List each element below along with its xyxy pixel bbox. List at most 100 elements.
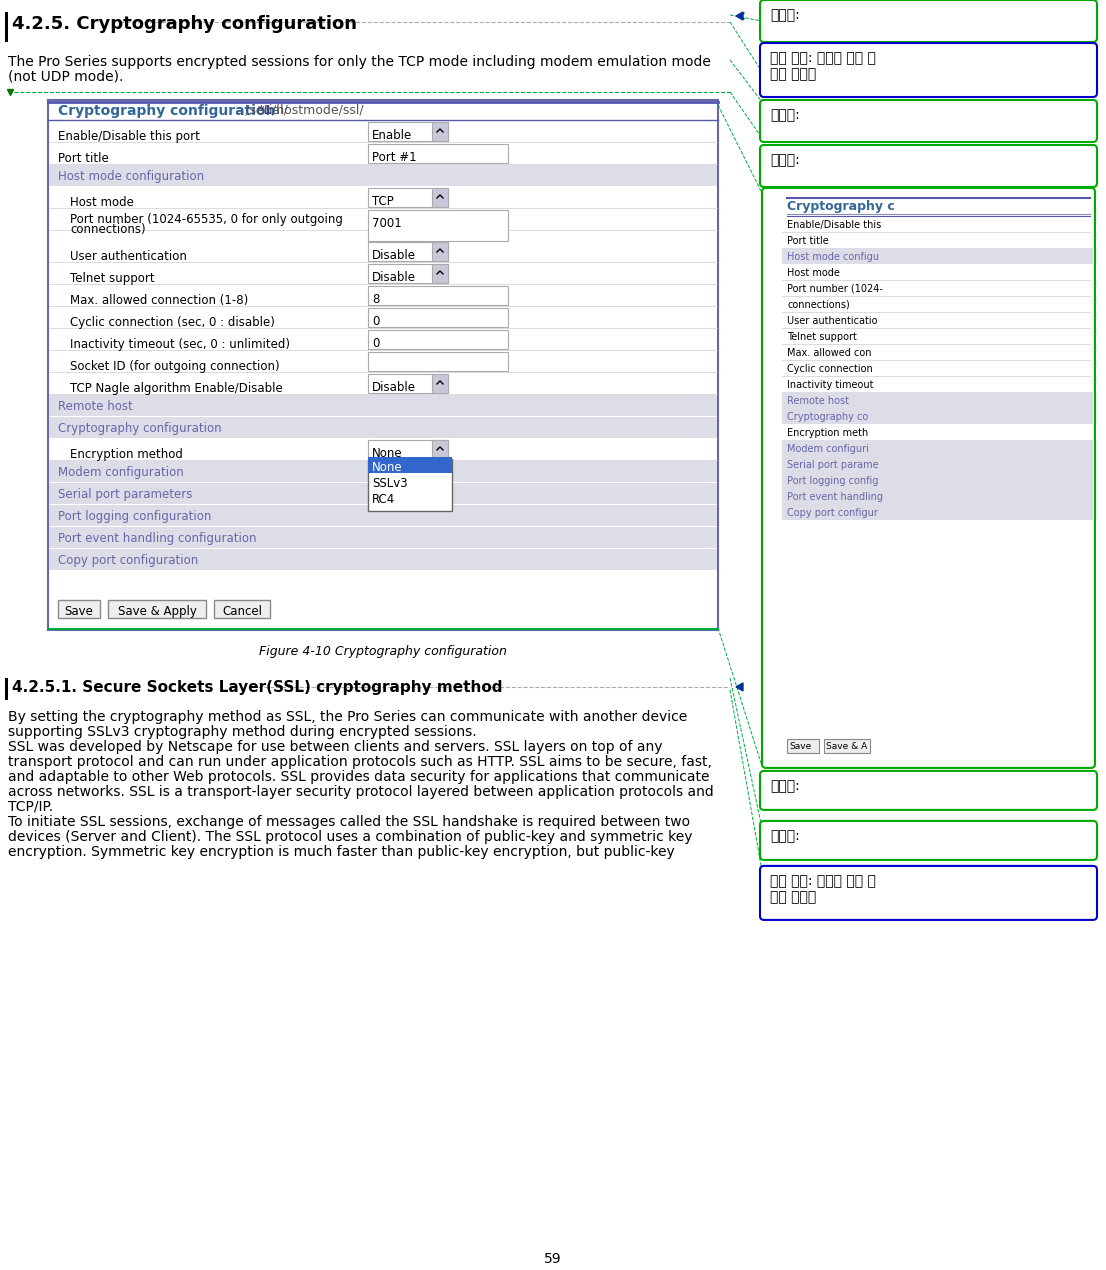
FancyBboxPatch shape xyxy=(760,145,1097,187)
Bar xyxy=(108,599,206,618)
Text: Enable/Disable this: Enable/Disable this xyxy=(787,220,881,230)
Text: Save & Apply: Save & Apply xyxy=(117,605,197,618)
Bar xyxy=(368,243,448,260)
Text: transport protocol and can run under application protocols such as HTTP. SSL aim: transport protocol and can run under app… xyxy=(8,754,712,768)
Text: Disable: Disable xyxy=(372,381,416,394)
Text: 삭제됨:: 삭제됨: xyxy=(770,108,800,122)
Text: Port event handling configuration: Port event handling configuration xyxy=(58,532,257,545)
Text: Save: Save xyxy=(64,605,93,618)
Bar xyxy=(49,483,717,504)
Text: Remote host: Remote host xyxy=(787,396,849,406)
Text: The Pro Series supports encrypted sessions for only the TCP mode including modem: The Pro Series supports encrypted sessio… xyxy=(8,55,711,69)
Bar xyxy=(49,461,717,481)
Text: supporting SSLv3 cryptography method during encrypted sessions.: supporting SSLv3 cryptography method dur… xyxy=(8,725,477,739)
Text: Remote host: Remote host xyxy=(58,400,133,413)
Bar xyxy=(782,472,1093,488)
Text: Cryptography configuration: Cryptography configuration xyxy=(58,104,275,118)
FancyBboxPatch shape xyxy=(760,866,1097,919)
FancyBboxPatch shape xyxy=(760,820,1097,860)
Text: Enable/Disable this port: Enable/Disable this port xyxy=(58,130,200,144)
Text: By setting the cryptography method as SSL, the Pro Series can communicate with a: By setting the cryptography method as SS… xyxy=(8,710,687,724)
Text: Cryptography c: Cryptography c xyxy=(787,199,895,213)
Bar xyxy=(432,439,448,458)
Bar xyxy=(368,352,508,371)
Bar xyxy=(432,243,448,260)
Bar xyxy=(432,122,448,141)
Bar xyxy=(49,549,717,570)
Polygon shape xyxy=(735,11,743,20)
Text: Port number (1024-65535, 0 for only outgoing: Port number (1024-65535, 0 for only outg… xyxy=(70,213,343,226)
Text: 삭제됨:: 삭제됨: xyxy=(770,779,800,792)
Text: Port number (1024-: Port number (1024- xyxy=(787,284,883,293)
Text: Encryption method: Encryption method xyxy=(70,448,182,461)
Text: 59: 59 xyxy=(544,1252,562,1266)
Bar xyxy=(49,165,717,185)
Text: Host mode: Host mode xyxy=(70,196,134,210)
Text: None: None xyxy=(372,461,403,474)
Text: across networks. SSL is a transport-layer security protocol layered between appl: across networks. SSL is a transport-laye… xyxy=(8,785,713,799)
Text: 0: 0 xyxy=(372,337,379,351)
Polygon shape xyxy=(735,683,743,691)
Text: Port event handling: Port event handling xyxy=(787,491,883,502)
Bar xyxy=(432,264,448,283)
Text: Port title: Port title xyxy=(58,152,108,165)
Text: connections): connections) xyxy=(70,224,146,236)
Text: 4.2.5.1. Secure Sockets Layer(SSL) cryptography method: 4.2.5.1. Secure Sockets Layer(SSL) crypt… xyxy=(12,679,502,695)
Text: Inactivity timeout (sec, 0 : unlimited): Inactivity timeout (sec, 0 : unlimited) xyxy=(70,338,290,351)
Bar xyxy=(368,264,448,283)
Bar xyxy=(368,188,448,207)
Text: Serial port parame: Serial port parame xyxy=(787,460,878,470)
Text: encryption. Symmetric key encryption is much faster than public-key encryption, : encryption. Symmetric key encryption is … xyxy=(8,845,675,859)
Text: Cancel: Cancel xyxy=(222,605,262,618)
Text: Cryptography co: Cryptography co xyxy=(787,411,868,422)
Text: Save & A: Save & A xyxy=(826,742,867,751)
Bar xyxy=(782,504,1093,519)
Text: Socket ID (for outgoing connection): Socket ID (for outgoing connection) xyxy=(70,359,280,373)
Text: Inactivity timeout: Inactivity timeout xyxy=(787,380,874,390)
Text: 8: 8 xyxy=(372,293,379,306)
Text: Modem configuration: Modem configuration xyxy=(58,466,184,479)
Text: Cyclic connection (sec, 0 : disable): Cyclic connection (sec, 0 : disable) xyxy=(70,316,275,329)
Bar xyxy=(58,599,100,618)
Text: Cyclic connection: Cyclic connection xyxy=(787,364,873,373)
Bar xyxy=(782,439,1093,456)
Text: 서식 있음: 글머리 기호 및
번호 매기기: 서식 있음: 글머리 기호 및 번호 매기기 xyxy=(770,51,876,81)
Text: Figure 4-10 Cryptography configuration: Figure 4-10 Cryptography configuration xyxy=(259,645,507,658)
Bar xyxy=(6,11,8,42)
Text: TCP Nagle algorithm Enable/Disable: TCP Nagle algorithm Enable/Disable xyxy=(70,382,283,395)
Text: Port #1: Port #1 xyxy=(372,151,417,164)
Text: and adaptable to other Web protocols. SSL provides data security for application: and adaptable to other Web protocols. SS… xyxy=(8,770,710,784)
Bar xyxy=(49,527,717,547)
Bar xyxy=(213,599,270,618)
Text: Modem configuri: Modem configuri xyxy=(787,444,869,453)
Text: RC4: RC4 xyxy=(372,493,395,505)
Bar xyxy=(782,248,1093,264)
Bar xyxy=(787,739,820,753)
Bar xyxy=(368,307,508,326)
FancyBboxPatch shape xyxy=(760,100,1097,142)
Text: Port title: Port title xyxy=(787,236,828,246)
Text: : /serial/: : /serial/ xyxy=(233,104,288,117)
Bar xyxy=(824,739,870,753)
Bar xyxy=(368,144,508,163)
Bar xyxy=(432,188,448,207)
Text: 삭제됨:: 삭제됨: xyxy=(770,152,800,166)
Bar xyxy=(368,458,452,511)
Bar xyxy=(368,330,508,349)
Text: Host mode configu: Host mode configu xyxy=(787,251,879,262)
Bar xyxy=(49,395,717,417)
Text: Telnet support: Telnet support xyxy=(70,272,155,284)
Bar xyxy=(368,373,448,392)
Bar xyxy=(368,122,448,141)
Bar xyxy=(368,439,448,458)
Bar xyxy=(368,286,508,305)
Bar xyxy=(432,373,448,392)
Text: TCP: TCP xyxy=(372,196,394,208)
Text: connections): connections) xyxy=(787,300,849,310)
Text: Max. allowed con: Max. allowed con xyxy=(787,348,872,358)
Bar xyxy=(48,100,718,630)
Text: Telnet support: Telnet support xyxy=(787,331,857,342)
Text: Cryptography configuration: Cryptography configuration xyxy=(58,422,221,434)
Text: 삭제됨:: 삭제됨: xyxy=(770,8,800,22)
Bar xyxy=(6,678,8,700)
